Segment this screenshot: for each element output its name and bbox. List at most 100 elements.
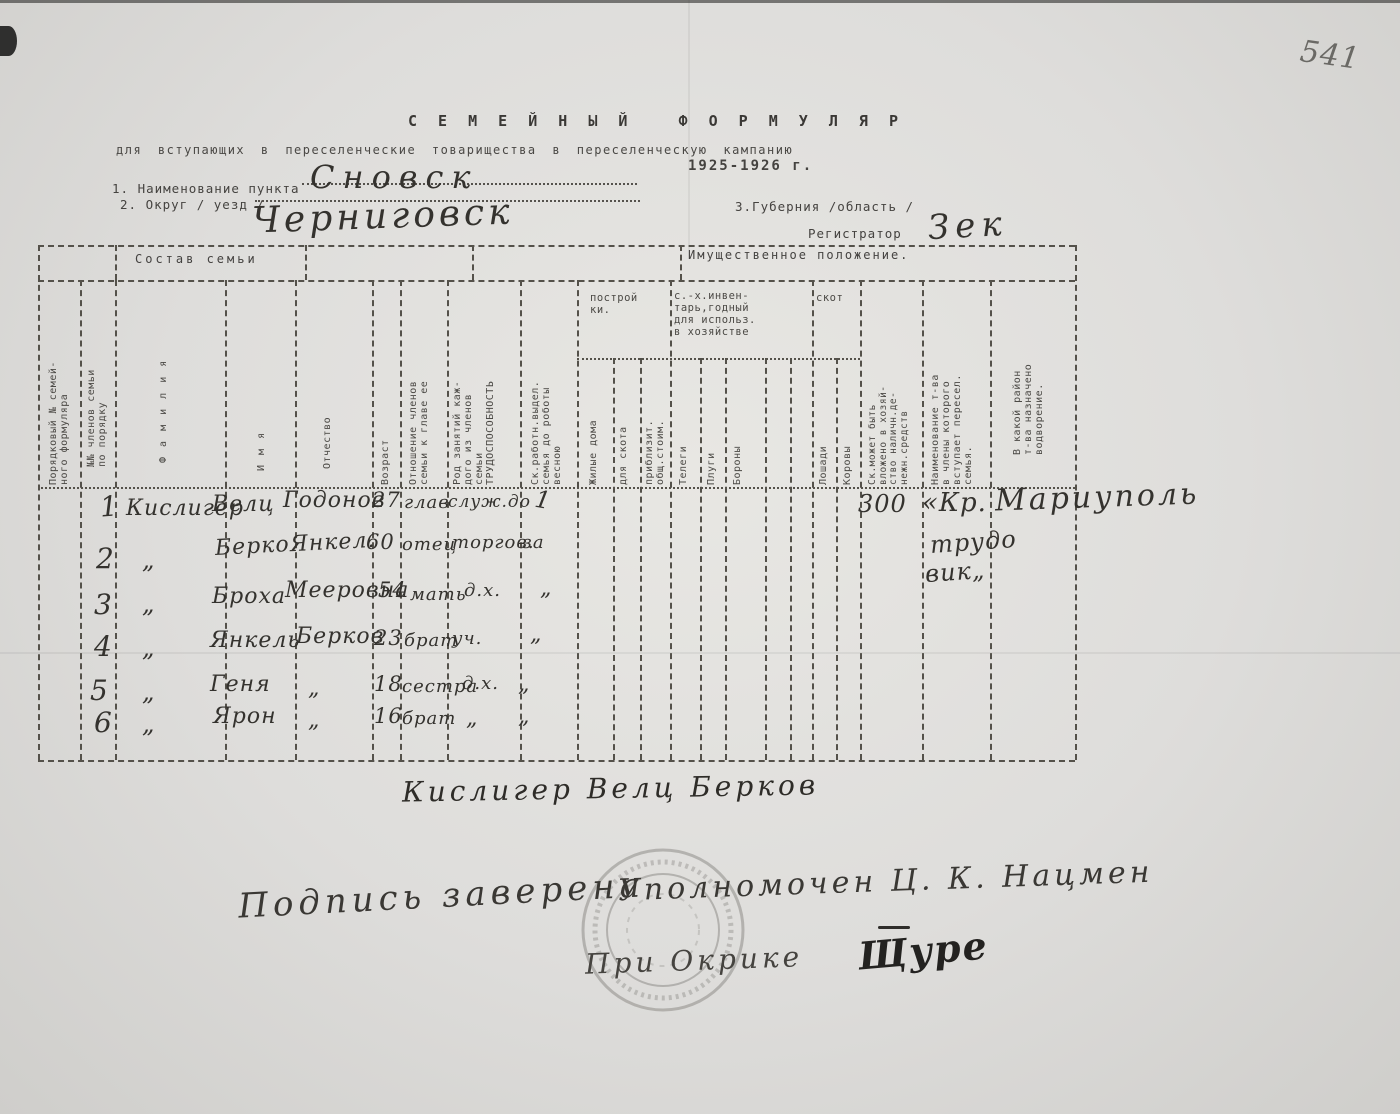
table-line	[836, 358, 838, 760]
registrar-signature: Зек	[927, 203, 1009, 249]
table-line	[860, 280, 862, 760]
family-head-signature: Кислигер Велц Берков	[401, 768, 820, 809]
cell-patronymic: Годонов	[283, 488, 386, 513]
table-line	[765, 358, 767, 760]
table-line	[472, 245, 474, 280]
field-okrug-value: Черниговск	[251, 191, 515, 242]
cell-relation: брат	[402, 708, 457, 729]
cell-name: Броха	[212, 584, 287, 609]
cell-name: Янкель	[210, 628, 301, 653]
table-line	[80, 280, 82, 760]
field-gubernia-label: 3.Губерния /область /	[735, 199, 915, 214]
cell-occupation: уч.	[452, 628, 483, 649]
cell-workers: „	[530, 622, 543, 647]
col-header-money: Ск.может быть вложено в хозяй- ство нали…	[867, 385, 910, 485]
col-header-partnership: Наименование т-ва в члены которого вступ…	[930, 374, 974, 485]
col-header-relation: Отношение членов семьи к главе ее	[408, 380, 430, 485]
cell-money: 300	[858, 490, 907, 518]
scan-edge-line	[0, 0, 1400, 3]
cell-relation: сестра	[402, 676, 479, 697]
cell-patronymic: Берков	[296, 624, 385, 649]
cell-num: 1	[98, 489, 120, 524]
official-signature: Щуре	[856, 922, 991, 979]
group-buildings: построй ки.	[590, 292, 638, 316]
col-header-patronymic: Отчество	[322, 416, 333, 469]
cell-age: 23	[374, 626, 403, 650]
cell-num: 3	[94, 588, 113, 621]
cell-name: Ярон	[213, 704, 277, 729]
cell-num: 4	[94, 630, 113, 663]
table-line	[305, 245, 307, 280]
col-header-horses: Лошади	[818, 445, 829, 485]
campaign-years: 1925-1926 г.	[688, 158, 814, 174]
cell-workers: „	[518, 672, 531, 697]
col-header-name: И м я	[256, 430, 267, 471]
cell-name: Велц	[212, 492, 275, 517]
table-line	[922, 280, 924, 760]
table-line	[115, 245, 117, 280]
cell-patronymic: „	[308, 676, 321, 701]
cell-workers: 1	[532, 484, 554, 516]
dotted-leader	[302, 182, 637, 185]
table-line	[520, 280, 522, 760]
col-header-surname: Ф а м и л и я	[158, 358, 169, 463]
col-header-for-cattle: для скота	[618, 426, 629, 485]
scan-corner-blob	[0, 26, 17, 56]
table-line	[670, 280, 672, 760]
cell-partnership: «Кр.	[922, 488, 987, 518]
cell-relation: мать	[410, 584, 467, 605]
dotted-leader	[255, 199, 640, 202]
table-line	[400, 280, 402, 760]
cell-num: 2	[96, 542, 115, 575]
table-line	[38, 487, 1075, 489]
cell-patronymic: Мееровна	[285, 578, 410, 603]
cell-occupation: д.х.	[464, 580, 502, 601]
table-line	[990, 280, 992, 760]
paper-crease	[688, 0, 690, 250]
table-line	[680, 245, 682, 280]
group-inventory: с.-х.инвен- тарь,годный для использ. в х…	[674, 290, 756, 338]
cell-name: Геня	[210, 672, 271, 697]
office-note: При Окрике	[584, 940, 804, 981]
col-header-dwelling: Жилые дома	[588, 419, 599, 485]
col-header-district: В какой район т-ва назначено водворение.	[1012, 363, 1045, 455]
page-number: 541	[1297, 33, 1363, 78]
field-point-value: Сновск	[310, 158, 479, 196]
col-header-approx-value: приблизит. общ.стоим.	[644, 419, 666, 485]
table-line	[115, 280, 117, 760]
table-line	[38, 245, 1075, 247]
col-header-harrows: Бороны	[732, 445, 743, 485]
cell-occupation: служ.до	[448, 492, 531, 512]
col-header-ploughs: Плуги	[706, 452, 717, 485]
table-line	[38, 245, 40, 760]
col-header-order-no: Порядковый № семей- ного формуляра	[48, 361, 70, 485]
page-subtitle: для вступающих в переселенческие товарищ…	[116, 143, 794, 157]
cell-age: 60	[366, 530, 395, 554]
cell-surname: „	[142, 710, 156, 738]
table-line	[295, 280, 297, 760]
group-cattle: скот	[816, 292, 844, 304]
cell-occupation: „	[466, 706, 479, 731]
cell-patronymic: „	[308, 708, 321, 733]
registrar-label: Регистратор	[808, 226, 902, 241]
table-line	[640, 358, 642, 760]
cell-surname: „	[142, 546, 156, 574]
cell-relation: отец	[402, 534, 458, 555]
cell-age: 54	[378, 578, 407, 602]
table-line	[577, 280, 579, 760]
cell-relation: глав	[404, 492, 450, 513]
table-line	[38, 280, 1075, 282]
col-header-cows: Коровы	[842, 445, 853, 485]
cell-age: 18	[374, 672, 403, 696]
cell-occupation: торгов.	[452, 532, 535, 553]
table-line	[1075, 245, 1077, 760]
cell-num: 6	[94, 706, 113, 739]
cell-relation: брат	[404, 630, 459, 651]
cell-partnership: вик„	[924, 555, 987, 589]
table-line	[613, 358, 615, 760]
table-line	[577, 358, 860, 360]
table-line	[700, 358, 702, 760]
field-okrug-label: 2. Округ / уезд /	[120, 197, 265, 212]
cell-surname: Кислигер	[126, 496, 244, 521]
